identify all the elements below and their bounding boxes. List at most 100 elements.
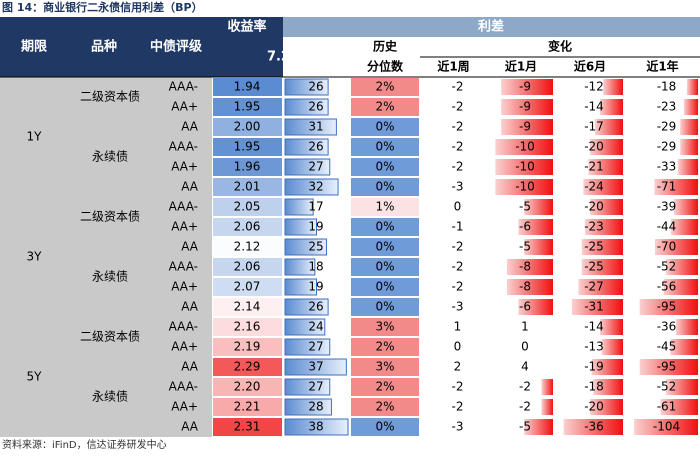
percentile: 0% [375,180,394,194]
change: -2 [452,140,464,154]
change-bar [495,179,553,195]
yield: 1.96 [234,160,261,174]
change: -3 [452,300,464,314]
bond-type: 二级资本债 [80,330,140,344]
change-bar [677,159,698,175]
header-bg [283,17,700,37]
change: 0 [521,340,529,354]
period: 1Y [27,130,43,144]
yield-cell [213,338,282,356]
change: 1 [521,320,529,334]
yield-cell [213,318,282,336]
header-cell: 品种 [91,39,117,55]
change: -8 [519,280,531,294]
spread: 26 [308,100,323,114]
change: -45 [657,340,677,354]
spread-bar [284,158,331,176]
change-bar [639,299,698,315]
change: -25 [584,240,604,254]
change-bar [590,399,623,415]
percentile: 3% [375,360,394,374]
change-bar [634,419,698,435]
change: -36 [657,320,677,334]
change: -31 [584,300,604,314]
yield-cell [213,138,282,156]
change-bar [680,139,698,155]
spread-bar [284,198,314,216]
change-bar [571,299,623,315]
header-cell: 7.26 [267,50,299,65]
change-bar [601,339,623,355]
change: -95 [657,360,677,374]
yield-cell [213,278,282,296]
change: -70 [657,240,677,254]
header-cell: 近1周 [437,59,469,74]
percentile-cell [351,318,419,336]
rating: AA [181,300,199,314]
change-bar [501,79,553,95]
change: 0 [454,340,462,354]
header-bg [0,17,283,77]
rating: AA [181,180,199,194]
bond-type: 永续债 [92,270,128,284]
change: -5 [519,200,531,214]
yield: 1.94 [234,80,261,94]
change-bar [541,379,553,395]
change-bar [518,219,553,235]
header-cell: 近1月 [505,59,537,74]
change: -2 [452,160,464,174]
header-cell: 利差 [478,19,504,35]
bond-type: 二级资本债 [80,90,140,104]
change: -2 [452,380,464,394]
yield-cell [213,358,282,376]
percentile: 2% [375,80,394,94]
header-cell: 分位数 [367,59,404,74]
yield: 2.19 [234,340,261,354]
percentile-cell [351,138,419,156]
percentile: 0% [375,420,394,434]
change: -27 [584,280,604,294]
change-bar [599,99,623,115]
change-bar [639,359,698,375]
change-bar [518,299,553,315]
change: -9 [519,120,531,134]
yield-cell [213,78,282,96]
percentile: 2% [375,380,394,394]
header-cell: 历史 [373,39,398,54]
spread: 38 [308,420,323,434]
percentile: 2% [375,100,394,114]
spread-bar [284,278,317,296]
spread-bar [284,138,329,156]
change-bar [581,239,623,255]
change: -23 [584,220,604,234]
spread-bar [284,398,332,416]
spread: 26 [308,300,323,314]
change-bar [683,99,698,115]
yield-cell [213,198,282,216]
rating: AA [181,360,199,374]
period: 3Y [27,250,43,264]
yield: 2.31 [234,420,261,434]
period: 5Y [27,370,43,384]
change: -61 [657,400,677,414]
percentile: 0% [375,120,394,134]
change: -24 [584,180,604,194]
percentile-cell [351,78,419,96]
change: -25 [584,260,604,274]
yield: 2.29 [234,360,261,374]
change: -20 [584,140,604,154]
change: -17 [584,120,604,134]
rating: AA+ [171,340,198,354]
change: -20 [584,400,604,414]
change: -36 [584,420,604,434]
change-bar [686,79,698,95]
change: -12 [584,80,604,94]
change: -2 [519,380,531,394]
spread-bar [284,238,327,256]
yield: 2.06 [234,220,261,234]
change-bar [563,419,623,435]
header-cell: 期限 [21,40,48,55]
change: -9 [519,80,531,94]
change: -2 [452,280,464,294]
